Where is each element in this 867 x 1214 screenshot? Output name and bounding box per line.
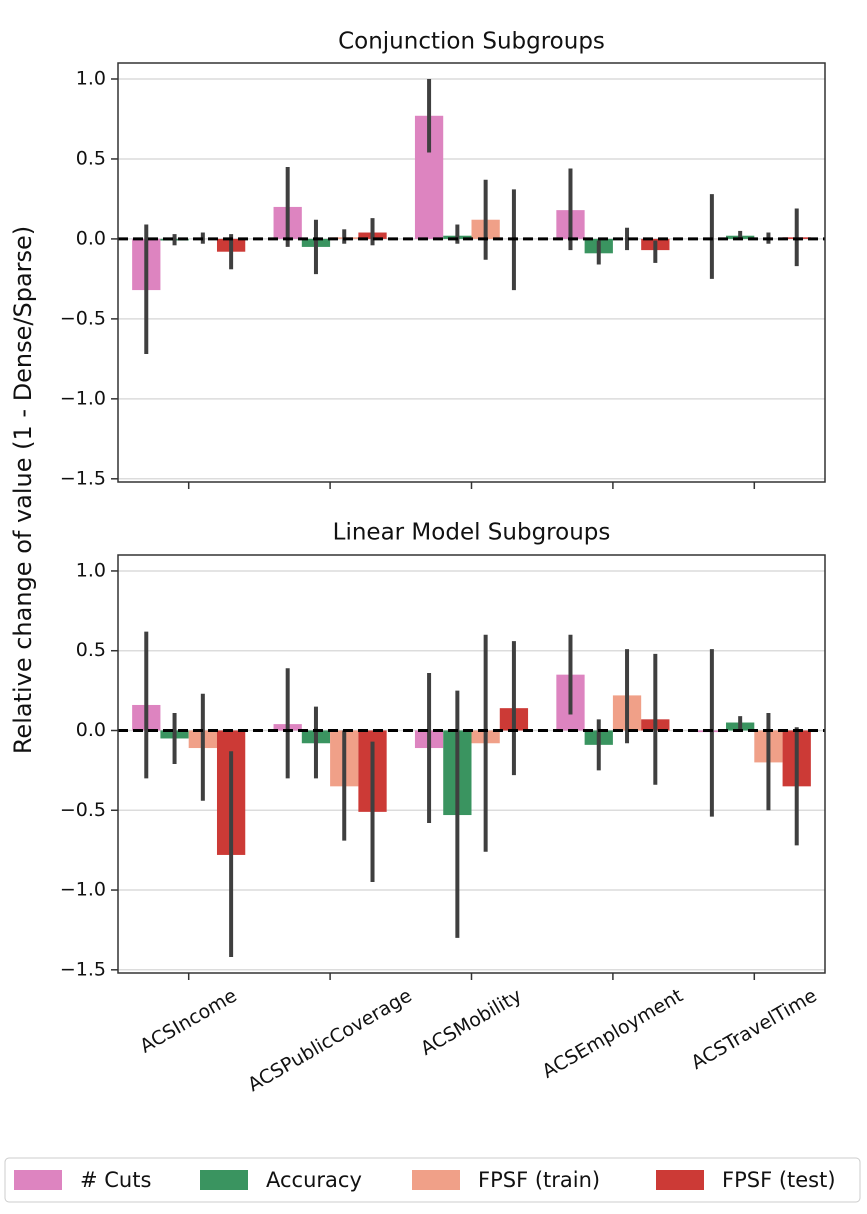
y-tick-label: 0.0 bbox=[76, 719, 106, 741]
x-tick-label: ACSEmployment bbox=[539, 985, 687, 1083]
legend-label: FPSF (test) bbox=[722, 1168, 836, 1192]
y-tick-label: −1.0 bbox=[60, 879, 106, 901]
y-tick-label: 1.0 bbox=[76, 559, 106, 581]
x-tick-label: ACSIncome bbox=[136, 985, 240, 1058]
axes-frame bbox=[117, 62, 826, 483]
chart-title: Linear Model Subgroups bbox=[333, 520, 611, 546]
y-tick-label: −0.5 bbox=[60, 307, 106, 329]
x-tick-label: ACSTravelTime bbox=[688, 985, 821, 1075]
x-tick-label: ACSPublicCoverage bbox=[244, 985, 415, 1097]
legend-label: FPSF (train) bbox=[478, 1168, 600, 1192]
y-tick-label: −0.5 bbox=[60, 799, 106, 821]
y-tick-label: 0.5 bbox=[76, 639, 106, 661]
legend-label: # Cuts bbox=[80, 1168, 151, 1192]
y-tick-label: 1.0 bbox=[76, 67, 106, 89]
y-axis-label: Relative change of value (1 - Dense/Spar… bbox=[9, 226, 37, 754]
legend-swatch bbox=[200, 1170, 248, 1190]
legend-label: Accuracy bbox=[266, 1168, 362, 1192]
legend-swatch bbox=[412, 1170, 460, 1190]
chart-title: Conjunction Subgroups bbox=[338, 29, 605, 55]
axes-frame bbox=[117, 554, 826, 974]
y-tick-label: −1.0 bbox=[60, 387, 106, 409]
x-tick-label: ACSMobility bbox=[417, 985, 526, 1060]
legend-swatch bbox=[656, 1170, 704, 1190]
y-tick-label: 0.0 bbox=[76, 227, 106, 249]
y-tick-label: −1.5 bbox=[60, 958, 106, 980]
y-tick-label: −1.5 bbox=[60, 467, 106, 489]
y-tick-label: 0.5 bbox=[76, 147, 106, 169]
legend-swatch bbox=[14, 1170, 62, 1190]
